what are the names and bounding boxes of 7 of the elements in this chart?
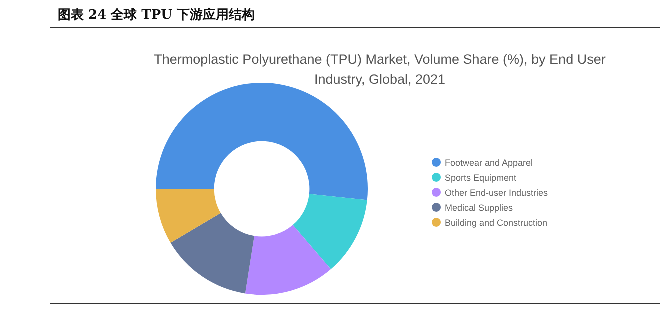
legend-label: Medical Supplies [445,202,514,212]
chart-title: 图表 24 全球 TPU 下游应用结构 [58,6,255,24]
legend-label: Footwear and Apparel [445,158,534,168]
legend-label: Building and Construction [445,218,548,228]
legend-label: Other End-user Industries [445,188,548,198]
legend-label: Sports Equipment [445,172,517,182]
chart-subtitle: Thermoplastic Polyurethane (TPU) Market, Volume Share (%), by End User Industry, Global, 2021 [153,51,607,89]
